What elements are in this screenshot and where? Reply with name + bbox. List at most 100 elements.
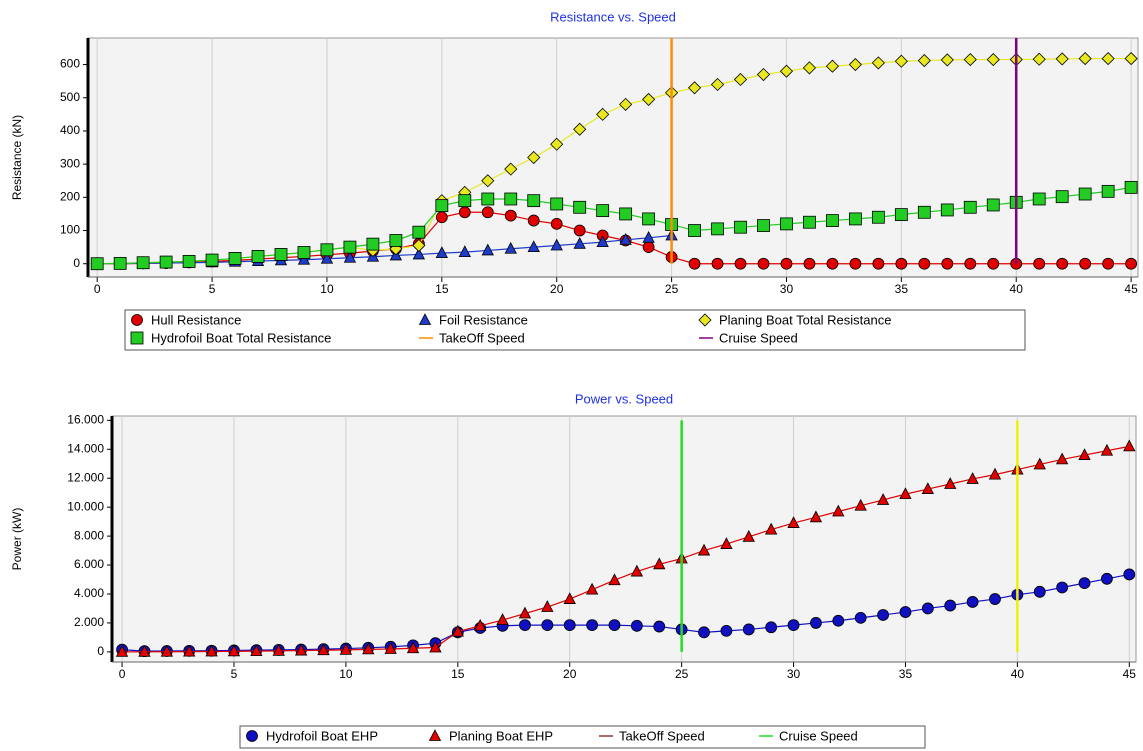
x-tick-label: 30 [787,667,801,681]
marker [1123,568,1136,581]
x-tick-label: 25 [665,282,679,296]
x-tick-label: 35 [895,282,909,296]
marker [1033,585,1046,598]
marker [227,644,241,657]
marker [366,237,380,251]
marker [429,640,442,653]
marker [458,194,472,208]
marker [596,204,610,218]
marker [527,150,541,165]
marker [642,230,655,243]
marker [810,617,822,629]
marker [596,235,609,248]
marker [917,205,931,219]
marker [803,257,816,270]
marker [550,238,563,251]
marker [563,619,576,631]
marker [496,613,509,625]
marker [630,619,643,632]
marker [458,245,471,258]
marker [944,477,957,489]
marker [481,174,495,188]
marker [940,53,954,67]
marker [1124,52,1138,66]
marker [205,644,218,657]
marker [825,59,839,73]
marker [1100,443,1114,456]
x-tick-label: 15 [435,282,449,296]
marker [688,257,701,270]
legend-label: Planing Boat EHP [449,728,553,743]
marker [412,225,426,239]
marker [688,224,701,237]
marker [987,257,1000,270]
marker [734,257,747,270]
marker [619,207,633,221]
marker [742,529,755,542]
marker [742,623,755,636]
marker [1101,572,1113,585]
legend-swatch [698,313,712,327]
marker [250,644,263,657]
marker [343,250,357,263]
marker [989,593,1001,605]
marker [630,564,644,577]
marker [779,64,794,78]
marker [1055,52,1069,66]
marker [988,467,1002,480]
marker [963,53,977,67]
marker [780,217,793,231]
marker [608,619,621,631]
marker [720,537,733,549]
marker [474,618,487,631]
y-tick-label: 12.000 [67,470,104,484]
marker [966,472,979,484]
marker [550,197,564,211]
series-line [97,211,1132,265]
marker [944,599,957,612]
marker [757,219,770,232]
legend-label: Planing Boat Total Resistance [719,312,891,327]
x-tick-label: 25 [675,667,689,681]
marker [458,206,471,219]
marker [619,232,632,245]
x-tick-label: 15 [451,667,465,681]
marker [527,194,541,208]
legend-label: Hydrofoil Boat Total Resistance [151,330,331,345]
marker [541,619,554,631]
series-line [122,573,1130,652]
marker [527,214,540,227]
marker [1032,192,1046,206]
legend-swatch [130,331,144,345]
marker [435,246,448,259]
y-tick-label: 300 [60,156,80,170]
marker [697,543,711,556]
marker [848,212,862,226]
marker [527,240,540,253]
marker [733,72,748,87]
marker [1056,581,1069,594]
marker [619,97,633,111]
marker [963,200,977,214]
marker [251,250,265,263]
y-tick-label: 200 [60,190,80,204]
marker [272,643,285,656]
marker [720,624,733,637]
marker [653,557,666,570]
legend-label: Hydrofoil Boat EHP [266,728,378,743]
marker [1033,257,1046,270]
marker [412,247,426,260]
marker [802,61,817,75]
x-tick-label: 45 [1124,282,1138,296]
x-tick-label: 20 [563,667,577,681]
marker [608,573,621,586]
marker [756,67,771,82]
marker [550,137,564,151]
marker [1124,180,1138,194]
marker [803,215,816,229]
legend-swatch [131,314,143,326]
marker [451,624,464,637]
x-tick-label: 10 [320,282,334,296]
marker [406,641,420,654]
marker [585,582,599,595]
